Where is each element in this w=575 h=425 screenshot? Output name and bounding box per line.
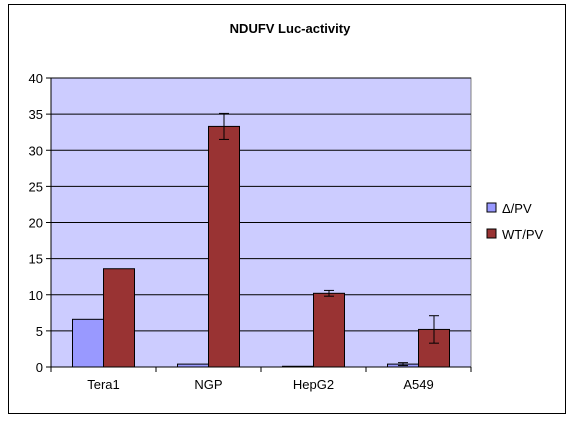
y-tick-label: 10 — [29, 288, 43, 303]
bar — [313, 292, 345, 368]
y-tick-label: 15 — [29, 252, 43, 267]
y-tick-label: 35 — [29, 107, 43, 122]
error-bars — [219, 112, 439, 367]
x-axis: Tera1 NGP HepG2 A549 — [50, 366, 472, 392]
y-tick-label: 5 — [36, 324, 43, 339]
bar — [103, 268, 135, 368]
y-tick-label: 20 — [29, 216, 43, 231]
legend-swatch — [486, 228, 497, 239]
y-tick-label: 30 — [29, 143, 43, 158]
legend-label: Δ/PV — [502, 201, 532, 216]
x-tick-label: Tera1 — [87, 377, 120, 392]
legend-label: WT/PV — [502, 227, 543, 242]
legend-swatch — [486, 202, 497, 213]
chart-title: NDUFV Luc-activity — [230, 21, 351, 36]
y-tick-label: 40 — [29, 71, 43, 86]
x-tick-label: A549 — [403, 377, 433, 392]
x-tick-label: HepG2 — [293, 377, 334, 392]
x-tick-label: NGP — [194, 377, 222, 392]
bar — [72, 318, 104, 368]
y-axis: 0 5 10 15 20 25 30 35 40 — [29, 71, 52, 375]
bar — [208, 125, 240, 368]
y-tick-label: 0 — [36, 360, 43, 375]
y-tick-label: 25 — [29, 179, 43, 194]
legend: Δ/PV WT/PV — [486, 201, 543, 242]
